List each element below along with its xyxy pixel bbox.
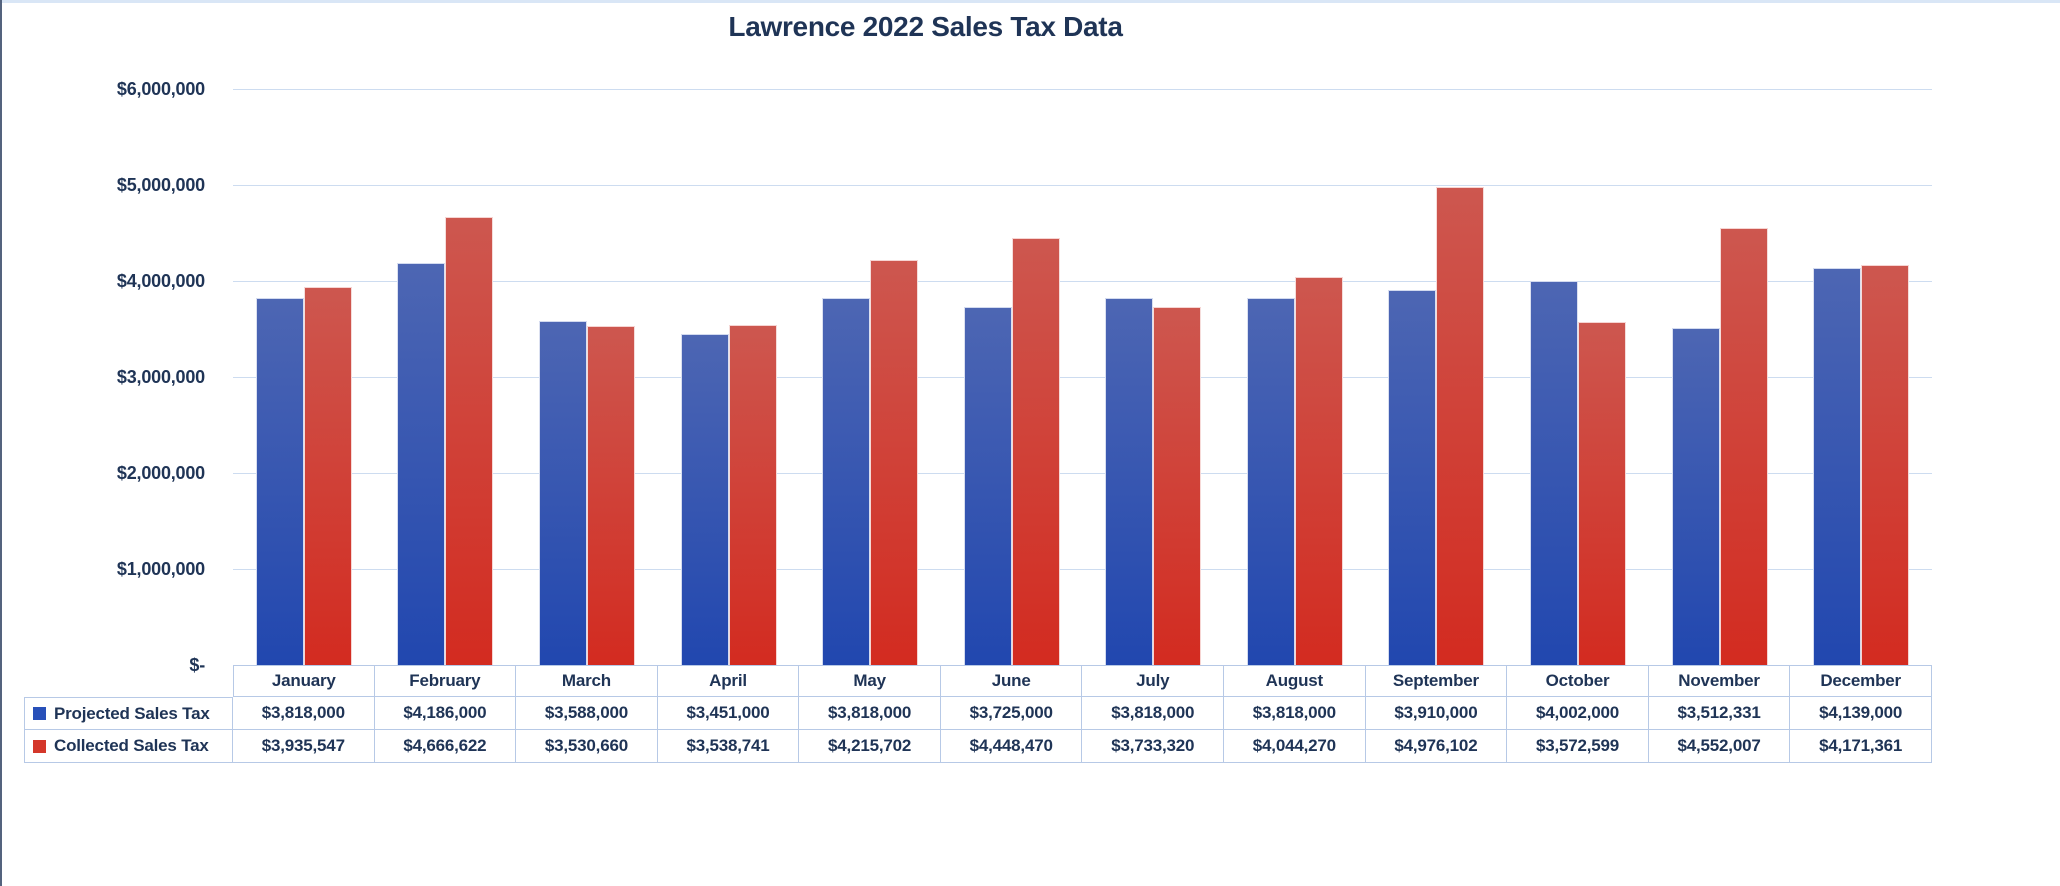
month-header-january: January: [233, 665, 375, 697]
bar-projected-january: [256, 298, 304, 665]
value-cell-collected-august: $4,044,270: [1224, 730, 1366, 763]
bar-collected-april: [729, 325, 777, 665]
bar-projected-november: [1672, 328, 1720, 665]
value-cell-projected-september: $3,910,000: [1365, 697, 1508, 730]
bar-projected-september: [1388, 290, 1436, 665]
y-axis-tick-label: $5,000,000: [116, 175, 205, 195]
legend-label: Projected Sales Tax: [54, 703, 210, 723]
bar-projected-march: [539, 321, 587, 665]
value-cell-collected-may: $4,215,702: [799, 730, 941, 763]
month-header-october: October: [1507, 665, 1649, 697]
legend-swatch-projected: [33, 707, 46, 720]
y-axis-tick-label: $-: [189, 655, 205, 675]
value-cell-collected-january: $3,935,547: [233, 730, 375, 763]
month-header-august: August: [1224, 665, 1366, 697]
bar-collected-may: [870, 260, 918, 665]
value-cell-collected-february: $4,666,622: [374, 730, 517, 763]
bar-projected-july: [1105, 298, 1153, 665]
gridline: [233, 89, 1932, 90]
value-cell-projected-march: $3,588,000: [516, 697, 658, 730]
bar-projected-october: [1530, 281, 1578, 665]
value-cell-collected-july: $3,733,320: [1082, 730, 1225, 763]
y-axis-tick-label: $2,000,000: [116, 463, 205, 483]
window-left-edge: [0, 0, 2, 886]
table-corner-spacer: [24, 665, 233, 697]
bar-projected-may: [822, 298, 870, 665]
bar-collected-march: [587, 326, 635, 665]
bar-collected-february: [445, 217, 493, 665]
month-header-september: September: [1365, 665, 1508, 697]
window-top-edge: [0, 0, 2060, 3]
legend-projected: Projected Sales Tax: [24, 697, 233, 730]
month-header-july: July: [1082, 665, 1225, 697]
value-cell-projected-july: $3,818,000: [1082, 697, 1225, 730]
value-cell-collected-october: $3,572,599: [1507, 730, 1649, 763]
legend-swatch-collected: [33, 739, 46, 753]
value-cell-projected-december: $4,139,000: [1790, 697, 1932, 730]
bar-collected-october: [1578, 322, 1626, 665]
month-header-november: November: [1648, 665, 1791, 697]
bar-collected-june: [1012, 238, 1060, 665]
month-header-april: April: [657, 665, 800, 697]
month-header-february: February: [374, 665, 517, 697]
value-cell-projected-august: $3,818,000: [1224, 697, 1366, 730]
value-cell-projected-may: $3,818,000: [799, 697, 941, 730]
month-header-may: May: [799, 665, 941, 697]
legend-label: Collected Sales Tax: [54, 736, 209, 755]
y-axis-tick-label: $6,000,000: [116, 79, 205, 99]
y-axis-tick-label: $4,000,000: [116, 271, 205, 291]
value-cell-collected-april: $3,538,741: [657, 730, 800, 763]
y-axis-tick-label: $1,000,000: [116, 559, 205, 579]
value-cell-projected-april: $3,451,000: [657, 697, 800, 730]
month-header-march: March: [516, 665, 658, 697]
bar-collected-august: [1295, 277, 1343, 665]
value-cell-projected-october: $4,002,000: [1507, 697, 1649, 730]
bar-projected-august: [1247, 298, 1295, 665]
value-cell-collected-june: $4,448,470: [940, 730, 1083, 763]
bar-projected-april: [681, 334, 729, 665]
gridline: [233, 473, 1932, 474]
value-cell-projected-february: $4,186,000: [374, 697, 517, 730]
value-cell-projected-june: $3,725,000: [940, 697, 1083, 730]
bar-collected-december: [1861, 265, 1909, 665]
value-cell-collected-november: $4,552,007: [1648, 730, 1791, 763]
value-cell-collected-september: $4,976,102: [1365, 730, 1508, 763]
bar-projected-february: [397, 263, 445, 665]
value-cell-collected-march: $3,530,660: [516, 730, 658, 763]
gridline: [233, 185, 1932, 186]
gridline: [233, 377, 1932, 378]
chart-title: Lawrence 2022 Sales Tax Data: [728, 11, 1123, 42]
month-header-june: June: [940, 665, 1083, 697]
bar-projected-june: [964, 307, 1012, 665]
chart-data-table: January February March April May June July Augu…: [24, 665, 1932, 763]
bar-collected-september: [1436, 187, 1484, 665]
y-axis-tick-label: $3,000,000: [116, 367, 205, 387]
value-cell-projected-january: $3,818,000: [233, 697, 375, 730]
bar-collected-january: [304, 287, 352, 665]
legend-collected: Collected Sales Tax: [24, 730, 233, 763]
value-cell-projected-november: $3,512,331: [1648, 697, 1791, 730]
bar-collected-november: [1720, 228, 1768, 665]
bar-projected-december: [1813, 268, 1861, 665]
value-cell-collected-december: $4,171,361: [1790, 730, 1932, 763]
gridline: [233, 281, 1932, 282]
bar-collected-july: [1153, 307, 1201, 665]
gridline: [233, 569, 1932, 570]
month-header-december: December: [1790, 665, 1932, 697]
